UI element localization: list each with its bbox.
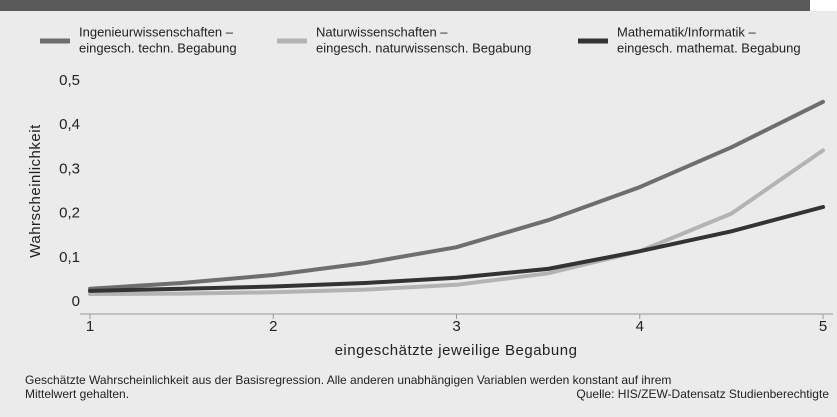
legend-label: Ingenieurwissenschaften – <box>79 24 234 39</box>
source: Quelle: HIS/ZEW-Datensatz Studienberecht… <box>576 387 829 401</box>
legend-label: Naturwissenschaften – <box>316 24 448 39</box>
y-tick-label: 0,4 <box>59 116 80 133</box>
series-line <box>88 99 825 291</box>
x-tick-label: 3 <box>452 318 460 335</box>
legend-label: eingesch. techn. Begabung <box>79 40 237 55</box>
x-axis-label: eingeschätzte jeweilige Begabung <box>335 342 578 359</box>
legend-label: Mathematik/Informatik – <box>617 24 756 39</box>
header-corner <box>810 0 837 11</box>
y-tick-label: 0 <box>72 293 80 310</box>
header-bar <box>0 0 810 11</box>
note: Mittelwert gehalten. <box>25 387 129 401</box>
legend-label: eingesch. mathemat. Begabung <box>617 40 801 55</box>
x-tick-label: 1 <box>86 318 94 335</box>
y-tick-label: 0,3 <box>59 160 80 177</box>
y-tick-label: 0,2 <box>59 205 80 222</box>
note: Geschätzte Wahrscheinlichkeit aus der Ba… <box>25 373 671 387</box>
legend-label: eingesch. naturwissensch. Begabung <box>316 40 531 55</box>
series-line <box>88 205 825 293</box>
y-tick-label: 0,1 <box>59 249 80 266</box>
x-tick-label: 4 <box>636 318 644 335</box>
x-tick-label: 5 <box>819 318 827 335</box>
y-axis-label: Wahrscheinlichkeit <box>27 124 44 258</box>
x-tick-label: 2 <box>269 318 277 335</box>
y-tick-label: 0,5 <box>59 72 80 89</box>
series-line <box>88 148 825 296</box>
